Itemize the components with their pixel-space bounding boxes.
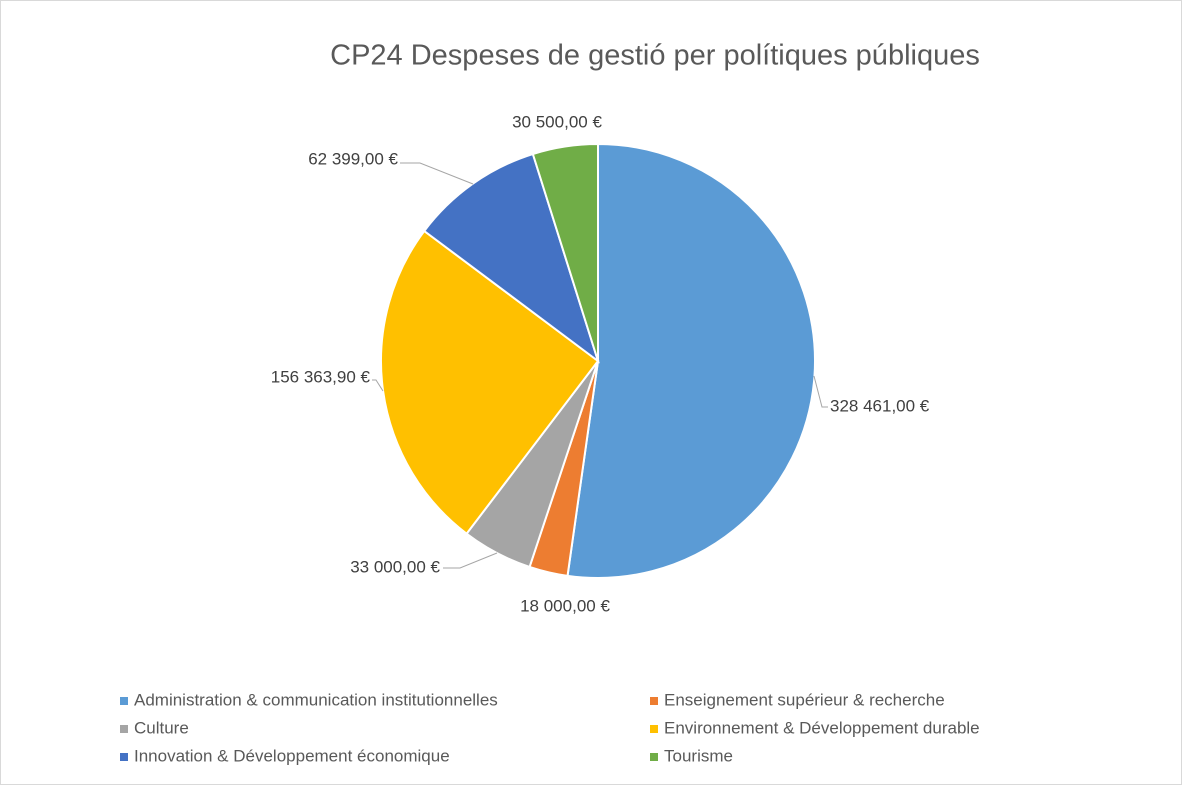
pie-slice <box>531 142 599 362</box>
data-label: 328 461,00 € <box>830 396 930 415</box>
legend-label: Culture <box>134 718 189 737</box>
legend-label: Tourisme <box>664 746 733 765</box>
data-label: 62 399,00 € <box>308 149 398 168</box>
data-label: 30 500,00 € <box>512 112 602 131</box>
leader-line <box>813 375 828 408</box>
data-label: 156 363,90 € <box>271 367 371 386</box>
leader-line <box>443 552 498 569</box>
legend-swatch <box>120 697 128 705</box>
chart-title: CP24 Despeses de gestió per polítiques p… <box>330 40 980 72</box>
data-label: 18 000,00 € <box>520 596 610 615</box>
data-label: 33 000,00 € <box>350 557 440 576</box>
legend-label: Innovation & Développement économique <box>134 746 450 765</box>
legend-swatch <box>120 753 128 761</box>
legend-swatch <box>650 725 658 733</box>
leader-line <box>372 379 384 392</box>
legend-swatch <box>650 697 658 705</box>
leader-line <box>400 162 474 185</box>
legend-swatch <box>120 725 128 733</box>
legend-label: Administration & communication instituti… <box>134 690 498 709</box>
legend-label: Environnement & Développement durable <box>664 718 980 737</box>
pie-slice <box>380 229 600 536</box>
legend-label: Enseignement supérieur & recherche <box>664 690 945 709</box>
legend-swatch <box>650 753 658 761</box>
